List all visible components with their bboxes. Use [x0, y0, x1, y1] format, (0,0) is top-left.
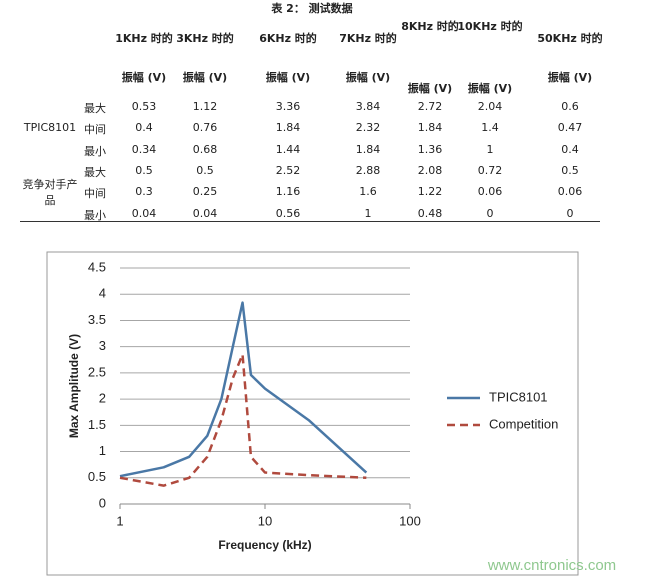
cell: 0.68 [192, 142, 218, 156]
cell: 0.6 [561, 100, 579, 113]
cell: 0.34 [131, 142, 157, 156]
cell: 1.36 [417, 142, 443, 156]
y-tick-label: 0 [99, 495, 106, 510]
cell: 1.4 [481, 121, 499, 135]
column-unit: 振幅 (V) [182, 71, 228, 84]
y-tick-label: 1 [99, 443, 106, 458]
table: 表 2： 测试数据 1KHz 时的 振幅 (V) 3KHz 时的 振幅 (V) 6KHz… [0, 0, 653, 230]
y-tick-label: 4.5 [88, 259, 106, 274]
y-tick-label: 3 [99, 338, 106, 353]
cell: 1.12 [192, 100, 218, 113]
cell: 1.6 [359, 185, 377, 199]
group-label: TPIC8101 [23, 121, 77, 134]
cell: 2.52 [275, 163, 301, 177]
column-header: 1KHz 时的 [115, 32, 173, 45]
column-header: 6KHz 时的 [259, 32, 317, 45]
x-tick-label: 1 [116, 513, 123, 528]
row-label: 最大 [84, 165, 106, 179]
cell: 0.76 [192, 121, 218, 135]
column-header: 7KHz 时的 [339, 32, 397, 45]
cell: 1.84 [355, 142, 381, 156]
cell: 1.44 [275, 142, 301, 156]
column-header: 10KHz 时的 [457, 20, 523, 33]
cell: 2.88 [355, 163, 381, 177]
x-tick-label: 10 [258, 513, 272, 528]
cell: 2.08 [417, 163, 443, 177]
cell: 3.84 [355, 100, 381, 113]
column-unit: 振幅 (V) [407, 82, 453, 95]
cell: 1.84 [275, 121, 301, 135]
cell: 0 [566, 206, 574, 220]
column-unit: 振幅 (V) [265, 71, 311, 84]
series-line [119, 353, 367, 487]
cell: 0.53 [131, 100, 157, 113]
cell: 2.04 [477, 100, 503, 113]
cell: 1.84 [417, 121, 443, 135]
cell: 0.04 [131, 206, 157, 220]
watermark: www.cntronics.com [487, 557, 616, 574]
y-tick-label: 0.5 [88, 469, 106, 484]
chart-frame [46, 251, 579, 576]
group-label: 竞争对手产品 [22, 177, 78, 207]
cell: 0.5 [135, 163, 153, 177]
cell: 1.16 [275, 185, 301, 199]
column-header: 3KHz 时的 [176, 32, 234, 45]
series-line [119, 301, 368, 478]
table-rule [20, 221, 600, 222]
row-label: 最小 [84, 144, 106, 158]
cell: 0.06 [557, 185, 583, 199]
y-tick-label: 3.5 [88, 312, 106, 327]
row-label: 最大 [84, 102, 106, 115]
y-tick-label: 2 [99, 391, 106, 406]
table-title: 表 2： 测试数据 [271, 2, 353, 15]
y-tick-label: 1.5 [88, 417, 106, 432]
cell: 0.56 [275, 206, 301, 220]
x-tick-label: 100 [399, 513, 421, 528]
cell: 0.47 [557, 121, 583, 135]
column-unit: 振幅 (V) [547, 71, 593, 84]
row-label: 最小 [84, 208, 106, 222]
cell: 0.4 [135, 121, 153, 135]
y-axis-label: Max Amplitude (V) [67, 334, 81, 438]
row-label: 中间 [84, 187, 106, 201]
column-unit: 振幅 (V) [467, 82, 513, 95]
cell: 0.5 [196, 163, 214, 177]
cell: 1.22 [417, 185, 443, 199]
legend-label: TPIC8101 [489, 389, 548, 404]
cell: 1 [364, 206, 372, 220]
column-unit: 振幅 (V) [121, 71, 167, 84]
cell: 0.25 [192, 185, 218, 199]
cell: 3.36 [275, 100, 301, 113]
cell: 0.04 [192, 206, 218, 220]
y-tick-label: 4 [99, 286, 106, 301]
cell: 0.48 [417, 206, 443, 220]
column-header: 8KHz 时的 [401, 20, 459, 33]
cell: 1 [486, 142, 494, 156]
cell: 0 [486, 206, 494, 220]
column-unit: 振幅 (V) [345, 71, 391, 84]
cell: 0.72 [477, 163, 503, 177]
cell: 2.32 [355, 121, 381, 135]
cell: 0.5 [561, 163, 579, 177]
x-axis-label: Frequency (kHz) [218, 538, 311, 552]
cell: 0.4 [561, 142, 579, 156]
cell: 2.72 [417, 100, 443, 113]
cell: 0.3 [135, 185, 153, 199]
column-header: 50KHz 时的 [537, 32, 603, 45]
cell: 0.06 [477, 185, 503, 199]
legend-label: Competition [489, 416, 558, 431]
y-tick-label: 2.5 [88, 364, 106, 379]
row-label: 中间 [84, 123, 106, 137]
